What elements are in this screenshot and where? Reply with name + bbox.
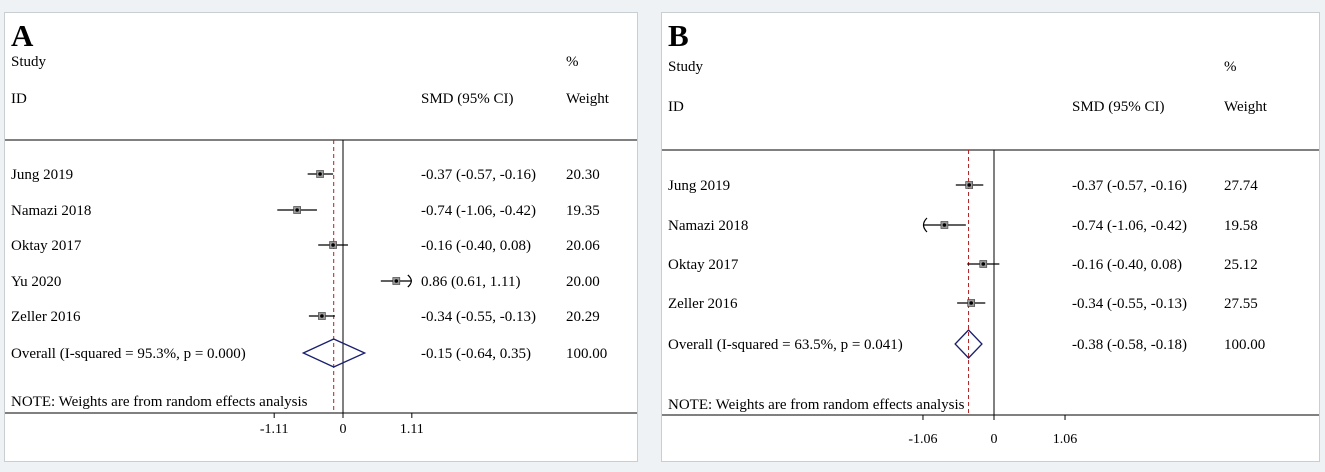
header-id: ID xyxy=(668,99,684,115)
study-row: Namazi 2018 -0.74 (-1.06, -0.42) 19.35 xyxy=(11,203,600,219)
header-weight-percent: % xyxy=(1224,59,1237,75)
study-ci-text: -0.34 (-0.55, -0.13) xyxy=(1072,296,1187,312)
study-ci-text: -0.16 (-0.40, 0.08) xyxy=(1072,257,1182,273)
study-row: Yu 2020 0.86 (0.61, 1.11) 20.00 xyxy=(11,274,600,290)
study-label: Zeller 2016 xyxy=(668,296,738,312)
header-study: Study xyxy=(668,59,704,75)
study-point xyxy=(967,183,972,187)
study-label: Namazi 2018 xyxy=(668,218,748,234)
panel-label: B xyxy=(668,18,689,53)
x-tick-label: 0 xyxy=(340,422,347,437)
header-weight: Weight xyxy=(566,91,610,107)
study-label: Oktay 2017 xyxy=(11,238,82,254)
study-point xyxy=(969,301,974,305)
study-weight-text: 25.12 xyxy=(1224,257,1258,273)
header-effect: SMD (95% CI) xyxy=(1072,99,1165,115)
panel-label: A xyxy=(11,18,34,53)
overall-label: Overall (I-squared = 95.3%, p = 0.000) xyxy=(11,346,246,362)
study-row: Zeller 2016 -0.34 (-0.55, -0.13) 20.29 xyxy=(11,309,600,325)
study-point xyxy=(942,223,947,227)
study-row: Oktay 2017 -0.16 (-0.40, 0.08) 25.12 xyxy=(668,257,1258,273)
study-label: Namazi 2018 xyxy=(11,203,91,219)
study-label: Jung 2019 xyxy=(11,167,73,183)
study-row: Jung 2019 -0.37 (-0.57, -0.16) 27.74 xyxy=(668,178,1258,194)
study-ci-text: 0.86 (0.61, 1.11) xyxy=(421,274,520,290)
overall-diamond xyxy=(954,329,983,359)
header-id: ID xyxy=(11,91,27,107)
study-label: Oktay 2017 xyxy=(668,257,739,273)
study-weight-text: 27.74 xyxy=(1224,178,1258,194)
study-weight-text: 19.35 xyxy=(566,203,600,219)
study-weight-text: 20.06 xyxy=(566,238,600,254)
study-label: Yu 2020 xyxy=(11,274,61,290)
overall-label: Overall (I-squared = 63.5%, p = 0.041) xyxy=(668,337,903,353)
study-weight-text: 27.55 xyxy=(1224,296,1258,312)
study-ci-text: -0.34 (-0.55, -0.13) xyxy=(421,309,536,325)
overall-ci-text: -0.38 (-0.58, -0.18) xyxy=(1072,337,1187,353)
study-ci-text: -0.37 (-0.57, -0.16) xyxy=(421,167,536,183)
study-point xyxy=(331,243,335,247)
note-text: NOTE: Weights are from random effects an… xyxy=(668,397,965,413)
overall-row: Overall (I-squared = 95.3%, p = 0.000) -0… xyxy=(11,338,607,368)
study-row: Zeller 2016 -0.34 (-0.55, -0.13) 27.55 xyxy=(668,296,1258,312)
study-point xyxy=(981,262,986,266)
study-ci-text: -0.37 (-0.57, -0.16) xyxy=(1072,178,1187,194)
study-label: Jung 2019 xyxy=(668,178,730,194)
header-study: Study xyxy=(11,54,47,70)
forest-plot-a-svg: A Study ID SMD (95% CI) % Weight NOTE: W… xyxy=(5,18,637,437)
forest-plot-b-svg: B Study ID SMD (95% CI) % Weight NOTE: W… xyxy=(662,18,1319,447)
forest-plot-panel-b: B Study ID SMD (95% CI) % Weight NOTE: W… xyxy=(661,12,1320,462)
overall-row: Overall (I-squared = 63.5%, p = 0.041) -0… xyxy=(668,329,1265,359)
header-weight-percent: % xyxy=(566,54,579,70)
study-ci-text: -0.74 (-1.06, -0.42) xyxy=(421,203,536,219)
study-weight-text: 20.30 xyxy=(566,167,600,183)
study-point xyxy=(295,208,299,212)
x-tick-label: 0 xyxy=(991,432,998,447)
study-ci-text: -0.74 (-1.06, -0.42) xyxy=(1072,218,1187,234)
study-weight-text: 20.00 xyxy=(566,274,600,290)
study-row: Oktay 2017 -0.16 (-0.40, 0.08) 20.06 xyxy=(11,238,600,254)
study-weight-text: 19.58 xyxy=(1224,218,1258,234)
study-row: Jung 2019 -0.37 (-0.57, -0.16) 20.30 xyxy=(11,167,600,183)
x-tick-label: -1.11 xyxy=(260,422,289,437)
overall-weight-text: 100.00 xyxy=(566,346,607,362)
overall-weight-text: 100.00 xyxy=(1224,337,1265,353)
study-row: Namazi 2018 -0.74 (-1.06, -0.42) 19.58 xyxy=(668,217,1258,234)
study-label: Zeller 2016 xyxy=(11,309,81,325)
header-effect: SMD (95% CI) xyxy=(421,91,514,107)
x-tick-label: 1.11 xyxy=(400,422,424,437)
overall-ci-text: -0.15 (-0.64, 0.35) xyxy=(421,346,531,362)
ci-truncation-arrow xyxy=(922,217,928,233)
study-ci-text: -0.16 (-0.40, 0.08) xyxy=(421,238,531,254)
study-point xyxy=(320,314,324,318)
header-weight: Weight xyxy=(1224,99,1268,115)
overall-diamond xyxy=(301,338,367,368)
forest-plot-panel-a: A Study ID SMD (95% CI) % Weight NOTE: W… xyxy=(4,12,638,462)
study-weight-text: 20.29 xyxy=(566,309,600,325)
study-point xyxy=(394,279,399,283)
note-text: NOTE: Weights are from random effects an… xyxy=(11,394,308,410)
x-tick-label: -1.06 xyxy=(908,432,937,447)
x-tick-label: 1.06 xyxy=(1053,432,1078,447)
ci-truncation-arrow xyxy=(407,274,412,288)
study-point xyxy=(318,172,322,176)
